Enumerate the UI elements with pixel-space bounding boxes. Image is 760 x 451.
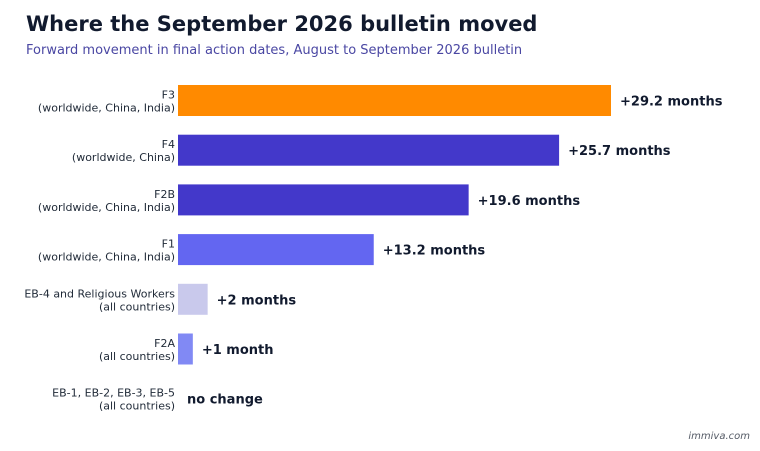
bar — [178, 333, 193, 365]
credit-text: immiva.com — [688, 431, 750, 442]
value-label: +29.2 months — [620, 95, 723, 110]
value-label: +13.2 months — [383, 244, 486, 259]
value-label: no change — [187, 393, 263, 408]
category-label: F4 (worldwide, China) — [72, 138, 175, 164]
category-scope: (worldwide, China, India) — [38, 102, 175, 115]
category-name: F2B — [154, 188, 175, 201]
bar — [178, 85, 611, 116]
bar — [178, 283, 208, 315]
value-label: +19.6 months — [478, 194, 581, 209]
category-label: EB-1, EB-2, EB-3, EB-5 (all countries) — [52, 387, 175, 413]
category-name: F1 — [162, 238, 175, 251]
category-scope: (all countries) — [99, 300, 175, 313]
category-scope: (all countries) — [99, 400, 175, 413]
category-name: F4 — [162, 138, 175, 151]
category-label: F2B (worldwide, China, India) — [38, 188, 175, 214]
chart-title: Where the September 2026 bulletin moved — [26, 12, 538, 36]
bar — [178, 134, 560, 166]
category-name: EB-1, EB-2, EB-3, EB-5 — [52, 387, 175, 400]
category-name: EB-4 and Religious Workers — [24, 287, 175, 300]
category-scope: (all countries) — [99, 350, 175, 363]
category-scope: (worldwide, China, India) — [38, 201, 175, 214]
category-label: F3 (worldwide, China, India) — [38, 89, 175, 115]
bar — [178, 184, 469, 216]
value-label: +25.7 months — [568, 144, 671, 159]
chart-subtitle: Forward movement in final action dates, … — [26, 43, 523, 58]
value-label: +2 months — [217, 293, 297, 308]
value-label: +1 month — [202, 343, 274, 358]
category-scope: (worldwide, China) — [72, 151, 175, 164]
bar — [178, 234, 374, 266]
category-label: EB-4 and Religious Workers (all countries… — [24, 287, 175, 313]
category-label: F2A (all countries) — [99, 337, 176, 363]
category-scope: (worldwide, China, India) — [38, 251, 175, 264]
category-name: F3 — [162, 89, 175, 102]
category-label: F1 (worldwide, China, India) — [38, 238, 175, 264]
category-name: F2A — [154, 337, 175, 350]
